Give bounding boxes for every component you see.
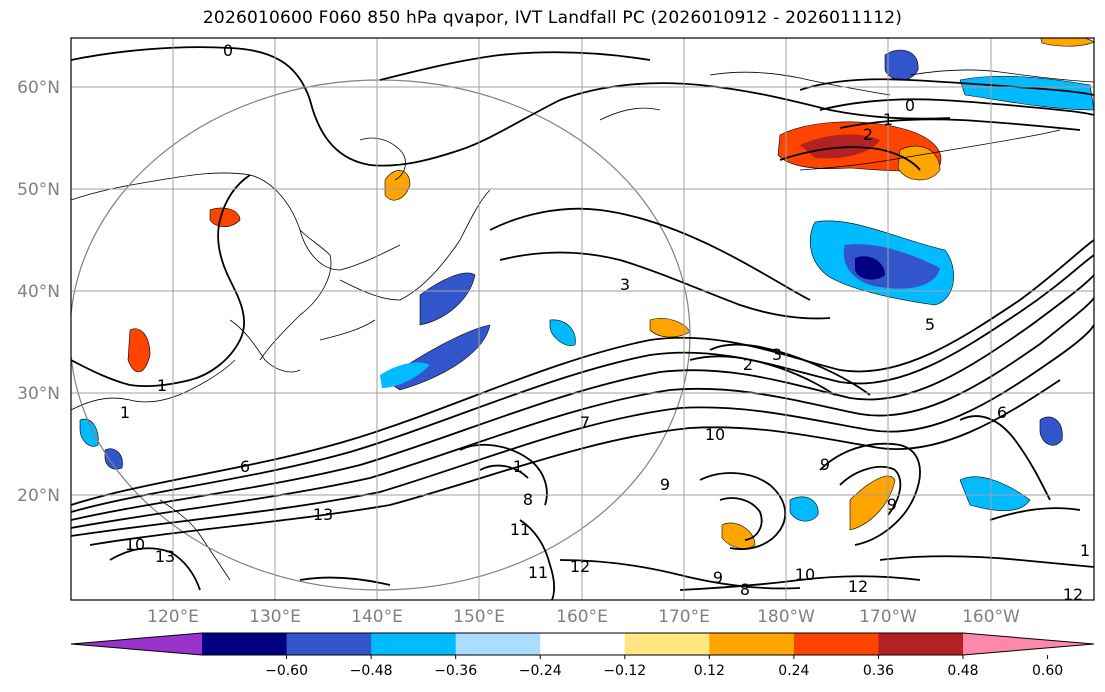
contour-label: 6 — [997, 403, 1007, 422]
shading-layer — [79, 38, 1094, 549]
contour-label: 8 — [740, 580, 750, 599]
lon-label-170w: 170°W — [859, 607, 917, 627]
colorbar-tick-label: 0.12 — [694, 663, 725, 679]
contour-label: 10 — [125, 535, 145, 554]
positive-anomaly-core — [800, 134, 880, 159]
contour-label: 13 — [155, 547, 175, 566]
colorbar-bin — [624, 633, 710, 655]
lon-label-160e: 160°E — [556, 607, 608, 627]
map-frame — [70, 37, 1095, 601]
contour-label: 7 — [580, 413, 590, 432]
contour-label: 0 — [223, 41, 233, 60]
contour-label: 6 — [240, 457, 250, 476]
colorbar-tick-label: 0.36 — [863, 663, 894, 679]
colorbar: −0.60 −0.48 −0.36 −0.24 −0.12 0.12 0.24 0.36 0.4… — [70, 632, 1095, 679]
contour-label: 3 — [620, 275, 630, 294]
contour-labels: 0 0 1 2 3 2 3 1 1 6 10 9 9 7 12 10 8 12 … — [120, 41, 1090, 604]
contour-label: 8 — [523, 490, 533, 509]
colorbar-bin — [540, 633, 626, 655]
contour-label: 3 — [772, 345, 782, 364]
positive-anomaly-patch — [384, 170, 411, 201]
colorbar-bin — [455, 633, 541, 655]
coastlines — [71, 69, 1094, 581]
contour-label: 9 — [820, 455, 830, 474]
negative-anomaly-patch — [380, 362, 430, 388]
longitude-labels: 120°E 130°E 140°E 150°E 160°E 170°E 180°… — [147, 607, 1020, 627]
negative-anomaly-patch — [789, 496, 819, 522]
colorbar-bin — [709, 633, 795, 655]
colorbar-bin — [286, 633, 372, 655]
colorbar-extend-low — [71, 633, 202, 655]
lon-label-180w: 180°W — [757, 607, 815, 627]
contour-label: 2 — [743, 355, 753, 374]
colorbar-tick-label: 0.48 — [947, 663, 978, 679]
contour-label: 12 — [570, 557, 590, 576]
colorbar-bin — [793, 633, 879, 655]
lat-label-20n: 20°N — [17, 486, 60, 506]
lon-label-140e: 140°E — [351, 607, 403, 627]
negative-anomaly-patch — [104, 448, 123, 470]
contour-label: 11 — [510, 520, 530, 539]
contour-label: 1 — [157, 376, 167, 395]
contour-label: 10 — [705, 425, 725, 444]
negative-anomaly-patch — [959, 476, 1031, 512]
colorbar-tick-label: −0.48 — [350, 663, 393, 679]
contour-label: 9 — [887, 495, 897, 514]
ivt-contours — [71, 46, 1094, 600]
positive-anomaly-patch — [127, 328, 151, 373]
contour-label: 13 — [313, 505, 333, 524]
negative-anomaly-patch — [884, 49, 919, 81]
contour-label: 0 — [905, 96, 915, 115]
contour-label: 9 — [713, 568, 723, 587]
lon-label-170e: 170°E — [658, 607, 710, 627]
colorbar-extend-high — [963, 633, 1094, 655]
colorbar-tick-label: 0.24 — [778, 663, 809, 679]
colorbar-tick-label: −0.36 — [434, 663, 477, 679]
colorbar-tick-label: −0.60 — [265, 663, 308, 679]
latitude-labels: 60°N 50°N 40°N 30°N 20°N — [17, 78, 60, 506]
negative-anomaly-patch — [79, 418, 99, 447]
colorbar-tick-label: −0.12 — [603, 663, 646, 679]
lat-label-30n: 30°N — [17, 384, 60, 404]
contour-label: 12 — [1063, 585, 1083, 604]
positive-anomaly-patch — [1040, 38, 1094, 47]
lon-label-130e: 130°E — [249, 607, 301, 627]
chart-title: 2026010600 F060 850 hPa qvapor, IVT Land… — [202, 8, 903, 28]
positive-anomaly-patch — [849, 475, 896, 531]
negative-anomaly-patch — [549, 319, 576, 346]
colorbar-bin — [202, 633, 288, 655]
colorbar-bin — [878, 633, 964, 655]
lat-label-40n: 40°N — [17, 282, 60, 302]
contour-label: 2 — [863, 125, 873, 144]
contour-label: 9 — [660, 475, 670, 494]
colorbar-bin — [371, 633, 457, 655]
lat-label-50n: 50°N — [17, 180, 60, 200]
lon-label-160w: 160°W — [962, 607, 1020, 627]
contour-label: 1 — [883, 110, 893, 129]
lon-label-150e: 150°E — [453, 607, 505, 627]
positive-anomaly-patch — [721, 522, 756, 549]
contour-label: 1 — [1080, 541, 1090, 560]
contour-label: 5 — [925, 315, 935, 334]
lat-label-60n: 60°N — [17, 78, 60, 98]
contour-label: 10 — [795, 565, 815, 584]
negative-anomaly-patch — [1039, 416, 1063, 446]
contour-label: 1 — [513, 457, 523, 476]
contour-label: 11 — [528, 563, 548, 582]
graticule — [71, 38, 1094, 600]
lon-label-120e: 120°E — [147, 607, 199, 627]
contour-label: 1 — [120, 403, 130, 422]
negative-anomaly-patch — [419, 272, 476, 326]
colorbar-outline — [70, 632, 1095, 656]
colorbar-tick-label: 0.60 — [1032, 663, 1063, 679]
positive-anomaly-patch — [897, 145, 941, 181]
negative-anomaly-core — [855, 256, 885, 280]
contour-label: 12 — [848, 577, 868, 596]
colorbar-tick-label: −0.24 — [519, 663, 562, 679]
